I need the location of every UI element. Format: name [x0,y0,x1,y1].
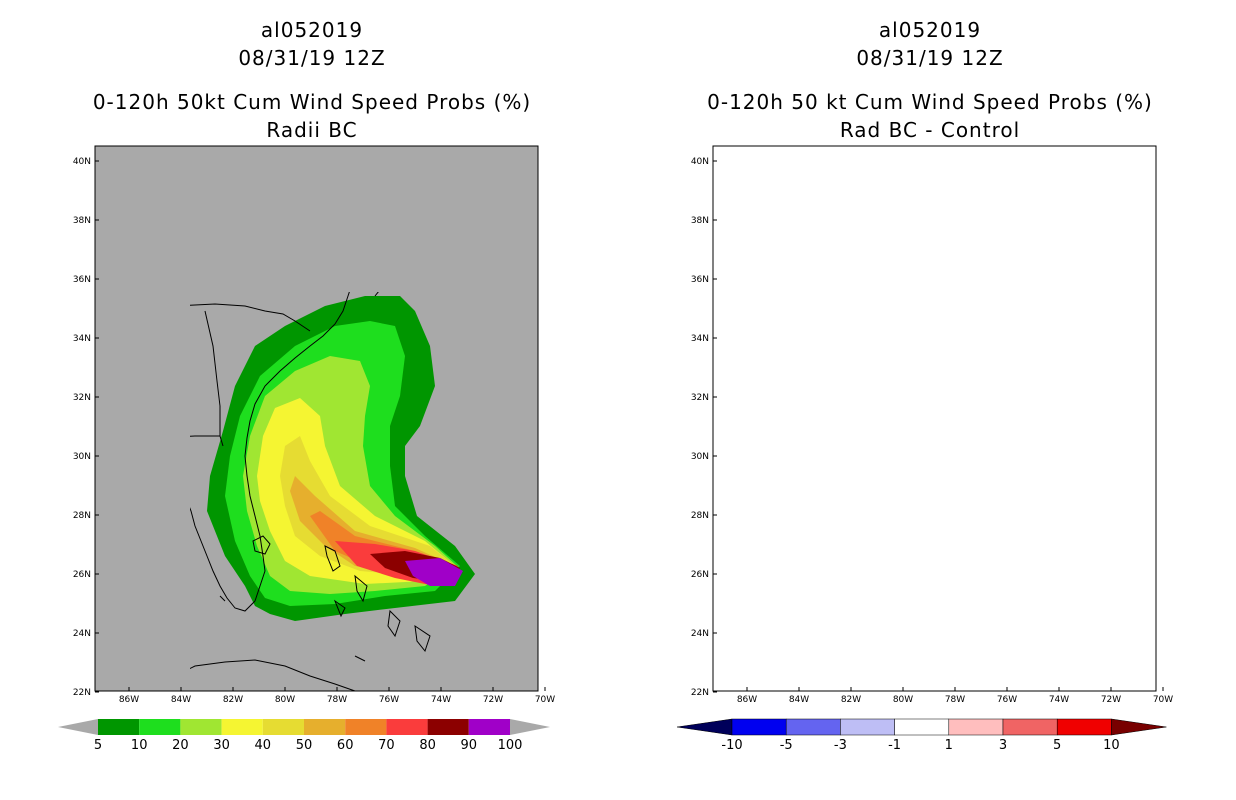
lat-label: 26N [73,570,91,580]
colorbar-over-arrow [1111,718,1167,736]
colorbar-label: -3 [834,738,847,753]
lon-label: 78W [327,695,347,705]
colorbar-under-arrow [58,719,98,735]
colorbar-swatch [731,718,787,736]
lat-label: 40N [73,157,91,167]
colorbar-label: -5 [780,738,793,753]
lon-label: 82W [223,695,243,705]
left-datetime: 08/31/19 12Z [238,46,386,70]
lat-label: 34N [73,334,91,344]
colorbar-swatch [785,718,841,736]
lon-label: 74W [1049,695,1069,705]
lon-label: 80W [275,695,295,705]
lon-label: 72W [483,695,503,705]
colorbar-swatch [427,719,469,735]
colorbar-label: 90 [461,738,478,753]
lat-label: 36N [73,275,91,285]
colorbar-label: 20 [172,738,189,753]
colorbar-swatch [386,719,428,735]
lon-label: 86W [119,695,139,705]
right-subtitle: Rad BC - Control [839,118,1021,142]
colorbar-label: 70 [378,738,395,753]
lon-label: 82W [841,695,861,705]
lat-label: 32N [691,393,709,403]
colorbar-label: 3 [999,738,1007,753]
colorbar-swatch [345,719,387,735]
colorbar-label: 50 [296,738,313,753]
left-colorbar: 5 10 20 30 40 50 60 70 80 90 100 [58,719,550,753]
left-map [94,145,539,692]
colorbar-swatch [98,719,140,735]
colorbar-swatch [840,718,895,736]
lat-label: 36N [691,275,709,285]
colorbar-label: -1 [888,738,901,753]
colorbar-swatch [304,719,346,735]
right-map [712,145,1157,692]
colorbar-label: 40 [255,738,272,753]
colorbar-swatch [139,719,181,735]
left-storm-id: al052019 [260,18,364,42]
lon-label: 76W [997,695,1017,705]
colorbar-swatch [262,719,304,735]
colorbar-swatch [221,719,263,735]
right-datetime: 08/31/19 12Z [856,46,1004,70]
lat-label: 24N [73,629,91,639]
lon-label: 84W [171,695,191,705]
colorbar-swatch [1056,718,1112,736]
colorbar-swatch [1002,718,1058,736]
colorbar-label: 10 [1103,738,1120,753]
lon-label: 70W [1153,695,1173,705]
right-colorbar: -10 -5 -3 -1 1 3 5 10 [676,718,1167,753]
colorbar-swatch [948,718,1004,736]
lon-label: 74W [431,695,451,705]
lat-label: 28N [691,511,709,521]
lat-label: 30N [691,452,709,462]
lat-label: 34N [691,334,709,344]
lat-label: 28N [73,511,91,521]
lat-label: 38N [691,216,709,226]
colorbar-label: 10 [131,738,148,753]
colorbar-swatch [468,719,510,735]
lon-label: 80W [893,695,913,705]
right-storm-id: al052019 [878,18,982,42]
colorbar-label: 60 [337,738,354,753]
lon-label: 70W [535,695,555,705]
lat-label: 22N [73,688,91,698]
lat-label: 26N [691,570,709,580]
colorbar-under-arrow [676,718,733,736]
lat-label: 40N [691,157,709,167]
left-subtitle: Radii BC [266,118,358,142]
colorbar-label: 5 [94,738,102,753]
lat-label: 32N [73,393,91,403]
lat-label: 30N [73,452,91,462]
right-title: 0-120h 50 kt Cum Wind Speed Probs (%) [707,90,1153,114]
colorbar-swatch [180,719,222,735]
lon-label: 84W [789,695,809,705]
colorbar-label: 5 [1053,738,1061,753]
lon-label: 78W [945,695,965,705]
lon-label: 86W [737,695,757,705]
colorbar-label: -10 [721,738,742,753]
colorbar-label: 80 [419,738,436,753]
colorbar-label: 30 [213,738,230,753]
left-title: 0-120h 50kt Cum Wind Speed Probs (%) [92,90,532,114]
colorbar-label: 100 [498,738,523,753]
lat-label: 24N [691,629,709,639]
lon-label: 72W [1101,695,1121,705]
colorbar-label: 1 [945,738,953,753]
colorbar-swatch [894,718,950,736]
lat-label: 38N [73,216,91,226]
lon-label: 76W [379,695,399,705]
colorbar-over-arrow [510,719,550,735]
lat-label: 22N [691,688,709,698]
